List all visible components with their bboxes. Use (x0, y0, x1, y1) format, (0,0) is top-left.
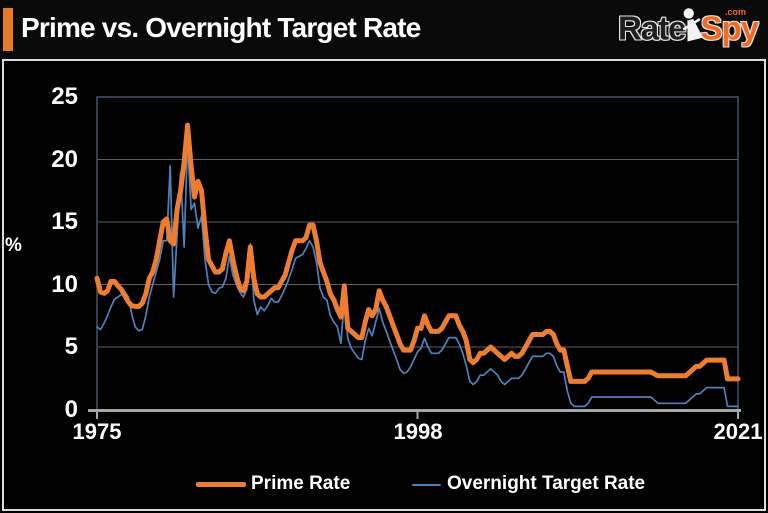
logo-com-text: .com (724, 7, 746, 17)
x-tick-label: 2021 (713, 419, 763, 444)
series-line-overnight-target-rate (96, 139, 739, 408)
y-tick-label: 20 (51, 146, 78, 173)
x-tick-label: 1998 (393, 419, 443, 444)
y-tick-label: 25 (51, 83, 78, 110)
ratespy-logo: Rate Spy .com (617, 3, 759, 56)
legend-label-overnight: Overnight Target Rate (447, 473, 646, 494)
legend-swatch-overnight (412, 484, 441, 486)
series-line-prime-rate (94, 122, 741, 384)
y-tick-label: 5 (64, 333, 78, 360)
legend-label-prime: Prime Rate (251, 473, 351, 494)
y-tick-label: 15 (51, 208, 78, 235)
logo-spy-text: Spy (700, 9, 759, 47)
x-tick-label: 1975 (72, 419, 122, 444)
spy-icon (675, 3, 710, 49)
legend-swatch-prime (196, 482, 246, 487)
logo-rate-text: Rate (617, 9, 687, 47)
plot-border (96, 96, 739, 410)
page-title: Prime vs. Overnight Target Rate (21, 12, 421, 43)
y-tick-label: 0 (64, 396, 78, 423)
accent-bar (3, 8, 13, 51)
header: Prime vs. Overnight Target Rate Rate Spy… (0, 0, 768, 59)
y-axis-unit-label: % (5, 235, 22, 256)
y-tick-label: 10 (51, 271, 78, 298)
